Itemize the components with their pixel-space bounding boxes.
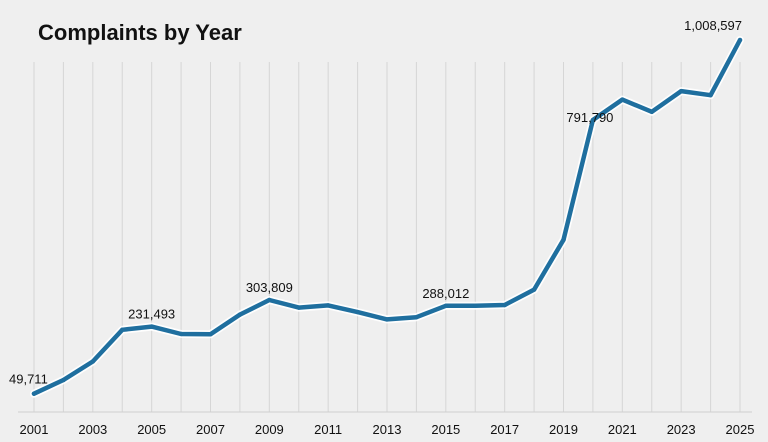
data-point-2002 — [61, 377, 66, 383]
data-label: 288,012 — [422, 286, 469, 301]
data-point-2016 — [473, 303, 478, 308]
data-point-2007 — [208, 331, 213, 337]
data-point-2023 — [678, 88, 684, 94]
data-point-2008 — [237, 312, 243, 317]
data-label: 1,008,597 — [684, 18, 742, 33]
data-point-2022 — [649, 109, 654, 114]
x-tick-label: 2013 — [373, 422, 402, 437]
data-point-2009 — [267, 297, 272, 303]
x-tick-labels: 2001 2003 2005 2007 2009 2011 2013 2015 2017 2019… — [20, 422, 755, 437]
data-label: 49,711 — [9, 372, 48, 387]
data-labels: 49,711 231,493 303,809 288,012 791,790 1,008,… — [9, 18, 742, 387]
x-tick-label: 2011 — [314, 422, 342, 437]
x-tick-label: 2007 — [196, 422, 225, 437]
data-point-2021 — [620, 97, 625, 102]
data-point-2015 — [443, 303, 449, 308]
x-tick-label: 2023 — [667, 422, 696, 437]
data-point-2001 — [31, 391, 37, 396]
data-label: 791,790 — [566, 110, 613, 125]
chart-title: Complaints by Year — [38, 20, 242, 45]
data-label: 231,493 — [128, 307, 175, 322]
data-point-2003 — [90, 359, 96, 364]
x-tick-label: 2003 — [78, 422, 107, 437]
x-tick-label: 2009 — [255, 422, 284, 437]
x-tick-label: 2001 — [20, 422, 49, 437]
data-point-2011 — [325, 303, 331, 308]
x-tick-label: 2025 — [726, 422, 755, 437]
data-point-2004 — [120, 327, 125, 332]
data-point-2005 — [149, 324, 154, 329]
data-point-2020 — [590, 117, 596, 123]
data-point-2024 — [708, 92, 713, 98]
x-tick-label: 2017 — [490, 422, 519, 437]
series-layer — [30, 36, 744, 398]
data-point-2006 — [178, 331, 184, 337]
x-tick-label: 2015 — [431, 422, 460, 437]
data-point-2012 — [355, 309, 360, 315]
data-point-2019 — [561, 237, 566, 242]
gridlines — [33, 62, 741, 412]
data-point-2018 — [531, 287, 537, 292]
data-point-2025 — [737, 37, 743, 43]
data-point-2010 — [296, 305, 301, 310]
x-tick-label: 2019 — [549, 422, 578, 437]
data-point-2014 — [414, 315, 419, 320]
data-point-2013 — [384, 317, 390, 322]
data-point-2017 — [502, 302, 507, 308]
x-tick-label: 2021 — [608, 422, 637, 437]
x-tick-label: 2005 — [137, 422, 166, 437]
data-label: 303,809 — [246, 280, 293, 295]
